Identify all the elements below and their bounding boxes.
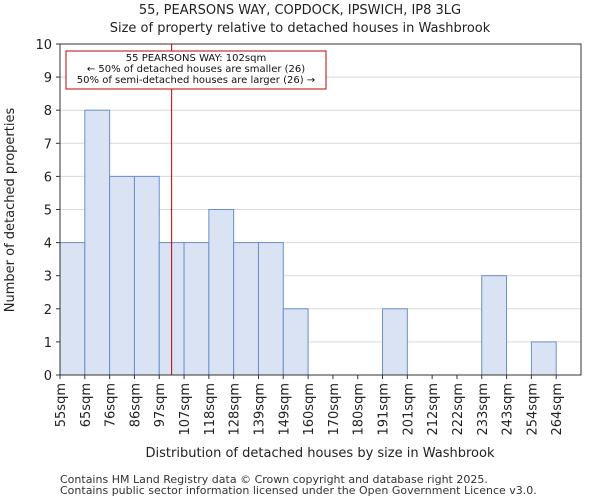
x-tick-label: 170sqm bbox=[327, 383, 342, 436]
x-axis-label: Distribution of detached houses by size … bbox=[146, 446, 495, 461]
y-tick-label: 6 bbox=[44, 170, 52, 185]
y-tick-label: 0 bbox=[44, 369, 52, 384]
histogram-bar bbox=[530, 341, 557, 376]
x-tick-label: 128sqm bbox=[228, 383, 243, 436]
y-tick-label: 3 bbox=[44, 270, 52, 285]
x-tick-label: 107sqm bbox=[178, 383, 193, 436]
y-tick-label: 5 bbox=[44, 204, 52, 219]
plot-frame bbox=[59, 43, 582, 376]
x-tick-label: 97sqm bbox=[153, 383, 168, 427]
x-tick-label: 160sqm bbox=[302, 383, 317, 436]
x-tick-label: 191sqm bbox=[377, 383, 392, 436]
bars bbox=[59, 109, 557, 376]
y-tick-label: 9 bbox=[44, 71, 52, 86]
x-tick-label: 222sqm bbox=[451, 383, 466, 436]
y-tick-label: 1 bbox=[44, 336, 52, 351]
x-ticks: 55sqm 65sqm 76sqm 86sqm 97sqm 107sqm 118sqm 128… bbox=[54, 375, 565, 436]
y-tick-label: 8 bbox=[44, 104, 52, 119]
annotation-line1: 55 PEARSONS WAY: 102sqm bbox=[126, 53, 266, 64]
y-ticks: 0 1 2 3 4 5 6 7 8 9 10 bbox=[35, 38, 60, 384]
histogram-bar bbox=[282, 308, 309, 376]
x-tick-label: 76sqm bbox=[104, 383, 119, 427]
histogram-bar bbox=[481, 275, 508, 376]
annotation-line2: ← 50% of detached houses are smaller (26… bbox=[87, 64, 305, 75]
histogram-bar bbox=[59, 242, 86, 376]
y-axis-label: Number of detached properties bbox=[3, 108, 18, 313]
annotation-box bbox=[65, 50, 327, 90]
histogram-bar bbox=[109, 175, 135, 376]
x-tick-label: 264sqm bbox=[550, 383, 565, 436]
x-tick-label: 233sqm bbox=[476, 383, 491, 436]
x-tick-label: 55sqm bbox=[54, 383, 69, 427]
x-tick-label: 180sqm bbox=[352, 383, 367, 436]
histogram-bar bbox=[208, 209, 235, 376]
chart-title-line1: 55, PEARSONS WAY, COPDOCK, IPSWICH, IP8 … bbox=[139, 3, 461, 18]
chart-title-line2: Size of property relative to detached ho… bbox=[110, 21, 491, 36]
y-tick-label: 2 bbox=[44, 303, 52, 318]
footer-line2: Contains public sector information licen… bbox=[60, 484, 537, 497]
histogram-bar bbox=[257, 242, 284, 376]
x-tick-label: 254sqm bbox=[525, 383, 540, 436]
x-tick-label: 243sqm bbox=[501, 383, 516, 436]
histogram-bar bbox=[183, 242, 210, 376]
annotation-line3: 50% of semi-detached houses are larger (… bbox=[77, 75, 315, 86]
y-tick-label: 7 bbox=[44, 137, 52, 152]
histogram-bar bbox=[84, 109, 111, 376]
footer-line1: Contains HM Land Registry data © Crown c… bbox=[60, 473, 488, 486]
y-tick-label: 4 bbox=[44, 237, 52, 252]
x-tick-label: 149sqm bbox=[277, 383, 292, 436]
histogram-bar bbox=[233, 242, 259, 376]
x-tick-label: 118sqm bbox=[203, 383, 218, 436]
x-tick-label: 139sqm bbox=[252, 383, 267, 436]
histogram-bar bbox=[382, 308, 408, 376]
histogram-bar bbox=[133, 175, 160, 376]
x-tick-label: 86sqm bbox=[128, 383, 143, 427]
x-tick-label: 65sqm bbox=[79, 383, 94, 427]
x-tick-label: 212sqm bbox=[426, 383, 441, 436]
y-tick-label: 10 bbox=[35, 38, 52, 53]
x-tick-label: 201sqm bbox=[401, 383, 416, 436]
